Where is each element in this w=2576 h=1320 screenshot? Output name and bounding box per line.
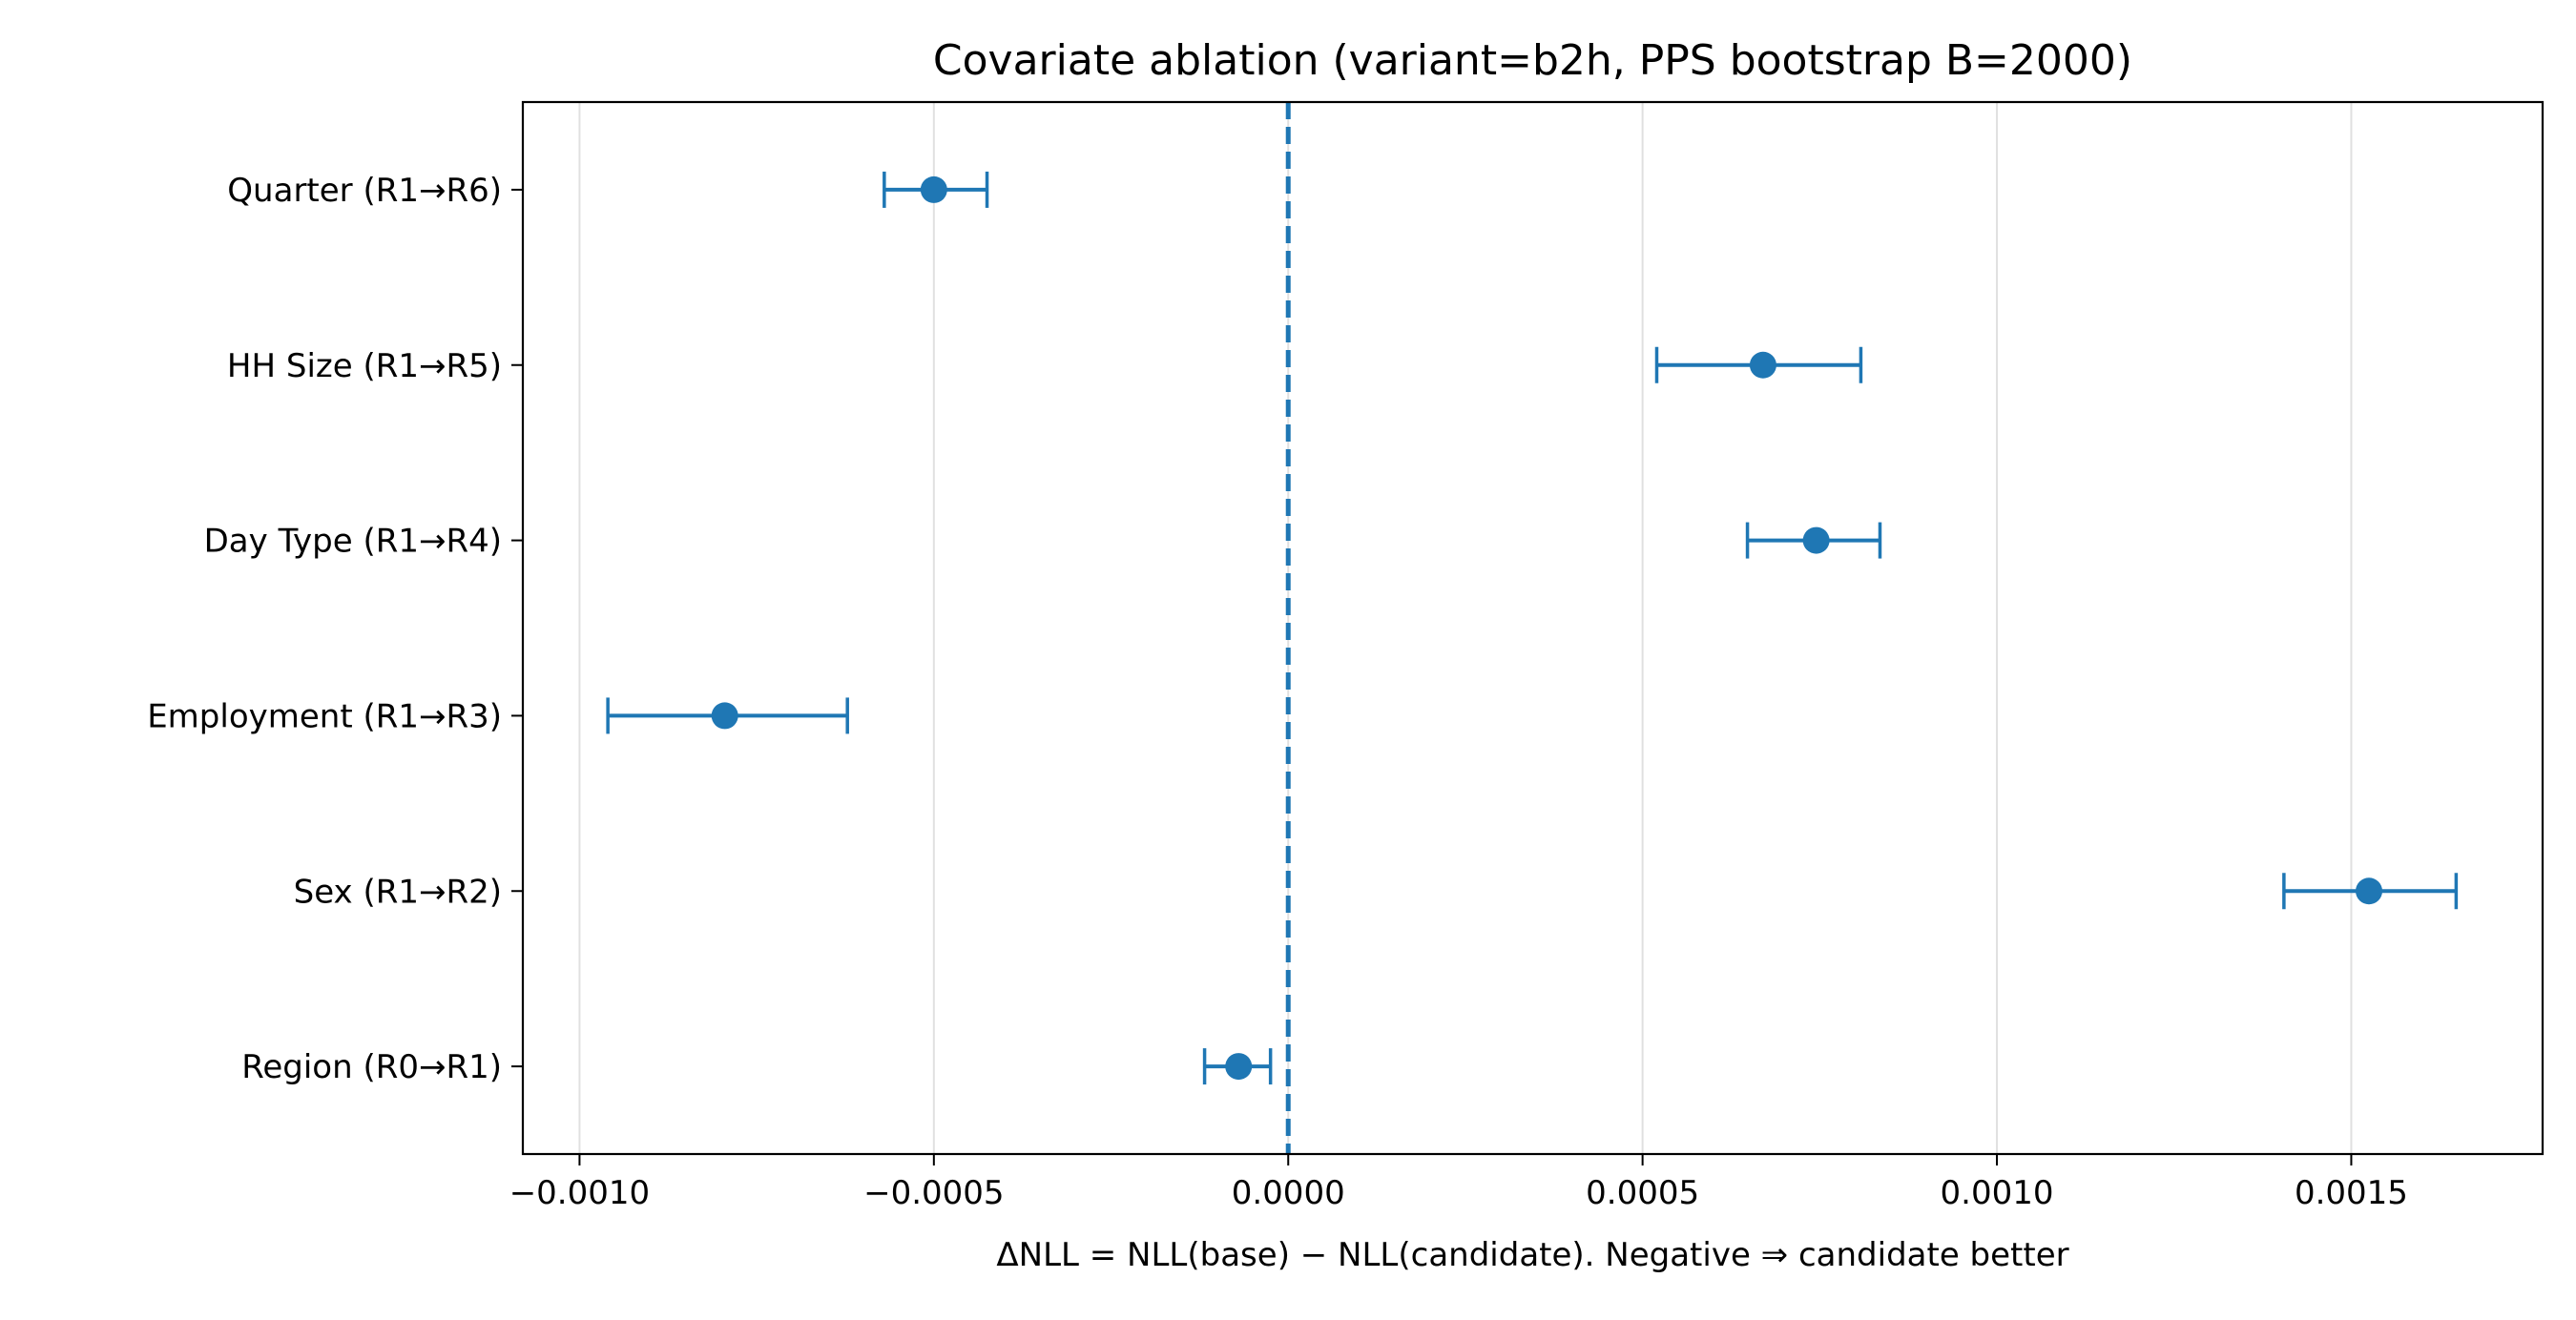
y-tick-label: Region (R0→R1)	[241, 1048, 502, 1086]
estimate-point	[2356, 877, 2383, 905]
x-axis-label: ΔNLL = NLL(base) − NLL(candidate). Negat…	[996, 1236, 2068, 1274]
plot-frame	[521, 100, 2545, 1156]
x-tick-label: 0.0000	[1232, 1174, 1345, 1212]
estimate-point	[1802, 526, 1830, 554]
x-tick-label: 0.0005	[1586, 1174, 1699, 1212]
x-axis-ticks: −0.0010 −0.0005 0.0000 0.0005 0.0010 0.0015	[509, 1154, 2408, 1212]
estimate-point	[1225, 1053, 1253, 1081]
x-tick-label: −0.0010	[509, 1174, 650, 1212]
chart-title: Covariate ablation (variant=b2h, PPS boo…	[933, 36, 2132, 85]
data-layer	[606, 171, 2459, 1085]
estimate-point	[711, 702, 738, 730]
x-tick-label: −0.0005	[863, 1174, 1004, 1212]
x-tick-label: 0.0015	[2295, 1174, 2408, 1212]
grid-lines	[578, 102, 2353, 1154]
y-tick-label: Employment (R1→R3)	[147, 697, 502, 735]
y-tick-label: Sex (R1→R2)	[294, 873, 502, 911]
x-tick-label: 0.0010	[1941, 1174, 2054, 1212]
estimate-point	[1749, 351, 1776, 379]
y-tick-label: Quarter (R1→R6)	[227, 172, 502, 210]
y-tick-label: HH Size (R1→R5)	[227, 347, 502, 385]
y-tick-label: Day Type (R1→R4)	[204, 523, 502, 561]
y-axis-ticks: Quarter (R1→R6) HH Size (R1→R5) Day Type (…	[147, 172, 523, 1086]
estimate-point	[920, 175, 947, 203]
